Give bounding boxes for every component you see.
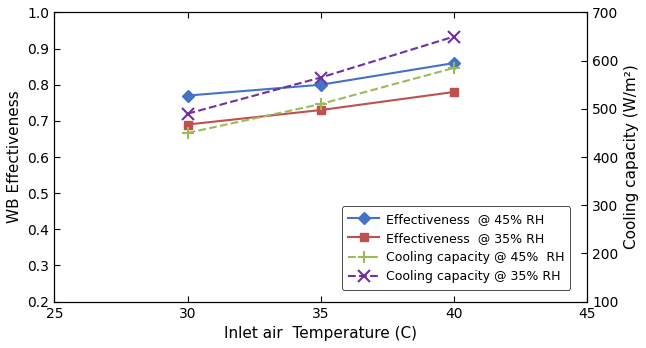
X-axis label: Inlet air  Temperature (C): Inlet air Temperature (C) xyxy=(224,326,417,341)
Line: Effectiveness  @ 45% RH: Effectiveness @ 45% RH xyxy=(183,59,458,100)
Y-axis label: WB Effectiveness: WB Effectiveness xyxy=(7,91,22,223)
Cooling capacity @ 45%  RH xyxy=(183,131,191,135)
Effectiveness  @ 45% RH xyxy=(450,61,458,65)
Cooling capacity @ 35% RH xyxy=(450,34,458,39)
Cooling capacity @ 45%  RH xyxy=(317,102,325,106)
Effectiveness  @ 45% RH xyxy=(183,94,191,98)
Effectiveness  @ 35% RH xyxy=(183,122,191,127)
Line: Cooling capacity @ 45%  RH: Cooling capacity @ 45% RH xyxy=(182,62,461,139)
Y-axis label: Cooling capacity (W/m²): Cooling capacity (W/m²) xyxy=(624,65,639,250)
Effectiveness  @ 45% RH xyxy=(317,83,325,87)
Cooling capacity @ 35% RH xyxy=(317,76,325,80)
Line: Cooling capacity @ 35% RH: Cooling capacity @ 35% RH xyxy=(182,30,461,120)
Legend: Effectiveness  @ 45% RH, Effectiveness  @ 35% RH, Cooling capacity @ 45%  RH, Co: Effectiveness @ 45% RH, Effectiveness @ … xyxy=(342,206,570,290)
Effectiveness  @ 35% RH xyxy=(317,108,325,112)
Line: Effectiveness  @ 35% RH: Effectiveness @ 35% RH xyxy=(183,88,458,129)
Effectiveness  @ 35% RH xyxy=(450,90,458,94)
Cooling capacity @ 45%  RH xyxy=(450,66,458,70)
Cooling capacity @ 35% RH xyxy=(183,112,191,116)
